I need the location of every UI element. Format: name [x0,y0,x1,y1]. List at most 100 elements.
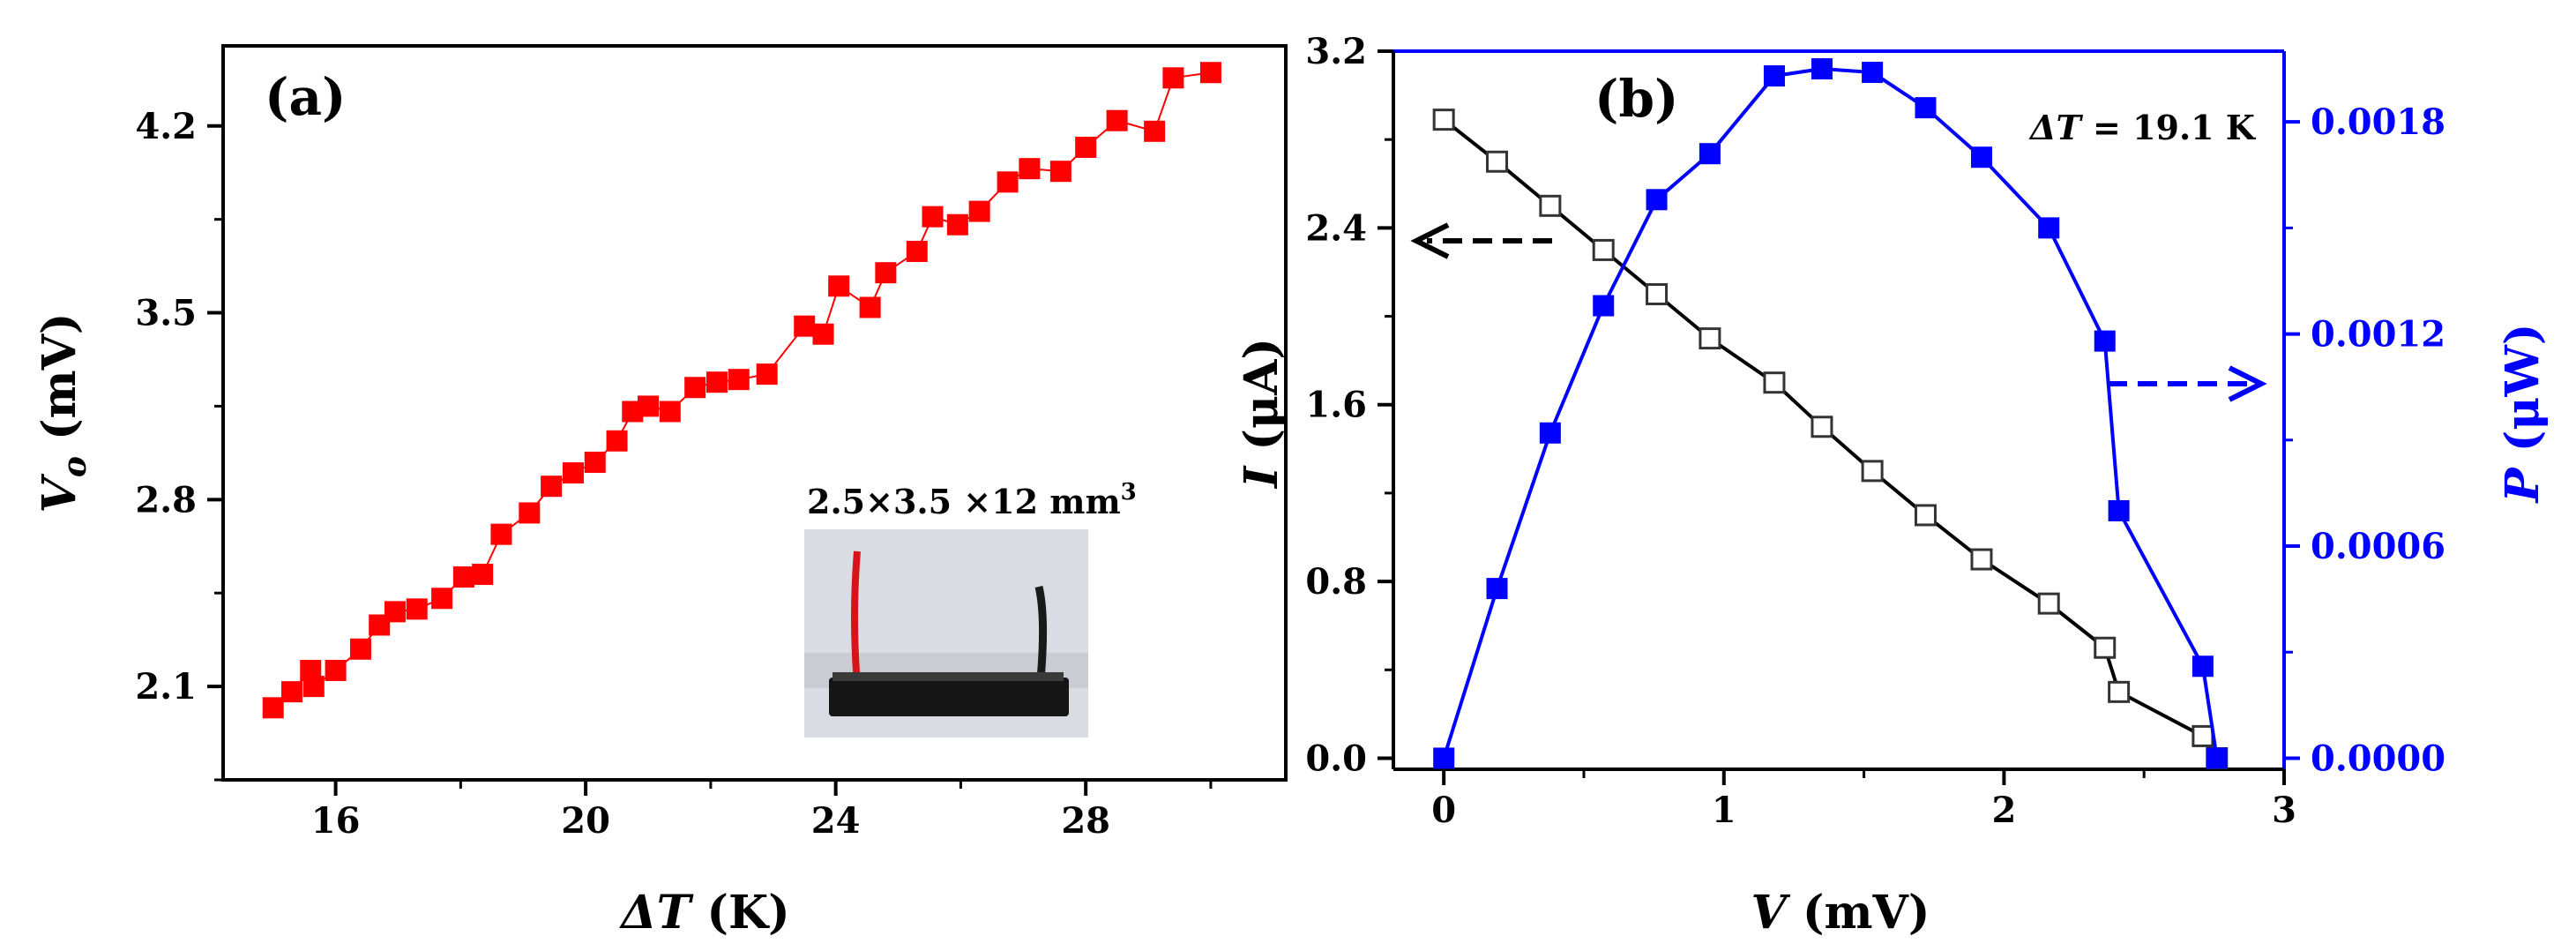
panel-a-data-point [406,598,428,620]
power-data-point [1811,58,1833,80]
current-data-point [2094,636,2117,659]
panel-b-left-axis-label: I (μA) [1235,338,1288,490]
panel-a-data-point [968,200,990,222]
power-data-point [2038,217,2060,239]
panel-a-data-point [519,502,541,524]
black-wire [1034,585,1048,680]
panel-a-data-point [1049,161,1071,183]
panel-a-data-point [541,476,563,498]
power-data-point [2108,499,2130,521]
power-arrow-head [2228,365,2267,402]
panel-a-x-tick-label: 28 [1061,800,1110,842]
panel-b-x-tick-label: 3 [2272,790,2296,831]
panel-b-left-tick-label: 0.8 [1305,561,1367,603]
panel-a-data-point [859,296,881,318]
current-data-point [2191,724,2214,747]
panel-a-data-point [922,206,944,228]
panel-a-data-point [349,638,371,660]
panel-b-x-symbol: V [1751,886,1790,940]
panel-a-chart: (a) 16 20 24 28 2.1 2.8 3.5 4.2 2.5×3.5 ×12 mm3… [33,44,1288,940]
power-data-point [1433,747,1455,769]
panel-a-data-point [706,371,728,393]
panel-a-data-point [606,430,628,452]
panel-b-x-axis-label: V (mV) [1751,886,1930,940]
panel-b-data [1432,58,2229,769]
panel-b-left-tick-label: 2.4 [1305,207,1367,249]
panel-a-data-point [1162,67,1184,89]
current-data-point [2108,680,2131,703]
panel-a-data [262,62,1221,719]
delta-t-symbol: ΔT [2028,108,2083,147]
panel-a-data-point [384,601,406,623]
power-data-point [1915,97,1937,119]
panel-a-x-tick-label: 16 [311,800,361,842]
panel-a-data-point [584,451,606,473]
current-data-point [1432,109,1455,131]
panel-b-left-unit: (μA) [1235,338,1288,467]
power-data-point [1539,422,1561,444]
panel-a-data-point [756,363,778,386]
panel-b-left-symbol: I [1235,465,1288,490]
red-wire [851,550,861,685]
current-data-point [1646,283,1669,306]
sample-bar [829,678,1069,716]
panel-a-data-point [684,377,706,399]
panel-a-y-axis-label: Vo (mV) [33,312,93,513]
current-axis-arrow [1410,222,1552,259]
panel-a-data-point [875,262,897,284]
panel-a-inset: 2.5×3.5 ×12 mm3 [804,479,1137,738]
panel-a-data-point [325,659,347,681]
current-data-point [1699,327,1721,350]
current-data-point [2037,592,2060,615]
panel-a-data-point [638,395,659,417]
panel-b-right-tick-label: 0.0006 [2311,526,2445,567]
panel-a-data-point [562,462,584,484]
current-series-line [1442,118,2219,760]
panel-a-data-point [728,369,750,391]
inset-dimension-label: 2.5×3.5 ×12 mm3 [807,479,1137,521]
panel-b-left-tick-label: 3.2 [1305,31,1367,72]
delta-t-annotation: ΔT = 19.1 K [2028,108,2257,147]
panel-a-data-point [946,213,968,236]
current-data-point [1811,416,1833,438]
inset-dimension-text: 2.5×3.5 ×12 mm [807,482,1121,521]
panel-a-data-point [1144,120,1166,142]
panel-a-data-point [997,171,1019,193]
panel-b-right-unit: (μW) [2496,324,2550,468]
panel-a-data-point [1019,158,1041,180]
power-data-point [1646,189,1668,211]
panel-b-left-tick-label: 1.6 [1305,385,1367,426]
panel-b-x-tick-label: 1 [1712,790,1736,831]
panel-a-y-tick-label: 4.2 [135,106,197,147]
panel-a-x-symbol: ΔT [618,886,693,940]
panel-a-data-point [1199,62,1221,84]
sample-photo [804,529,1088,738]
panel-a-data-point [828,275,850,297]
power-data-point [1699,143,1721,165]
current-data-point [1861,460,1884,483]
power-data-point [2206,747,2228,769]
panel-a-data-point [280,681,302,703]
panel-a-label: (a) [265,67,346,127]
power-data-point [1593,295,1615,317]
panel-a-data-point [1075,136,1097,158]
sample-bar-top [833,672,1064,681]
power-data-point [1970,146,1992,168]
panel-b-left-tick-label: 0.0 [1305,738,1367,779]
panel-a-data-point [431,588,453,610]
power-axis-arrow [2108,365,2267,402]
panel-a-plot-frame [221,44,1288,782]
panel-a-y-tick-label: 2.1 [135,666,197,708]
current-data-point [1914,504,1937,527]
power-data-point [1862,62,1884,84]
panel-a-x-axis-label: ΔT (K) [618,886,790,940]
panel-a-data-point [490,523,512,545]
panel-a-data-point [302,676,325,698]
panel-b-right-axis-label: P (μW) [2496,324,2550,505]
panel-b-chart: (b) ΔT = 19.1 K 0 1 2 3 0.0 0.8 1.6 2.4 3.2 0.000… [1235,31,2550,940]
inset-dimension-sup: 3 [1121,479,1137,505]
panel-b-right-tick-label: 0.0012 [2311,314,2445,356]
panel-a-y-symbol: V [33,474,86,513]
delta-t-value: = 19.1 K [2081,108,2257,147]
